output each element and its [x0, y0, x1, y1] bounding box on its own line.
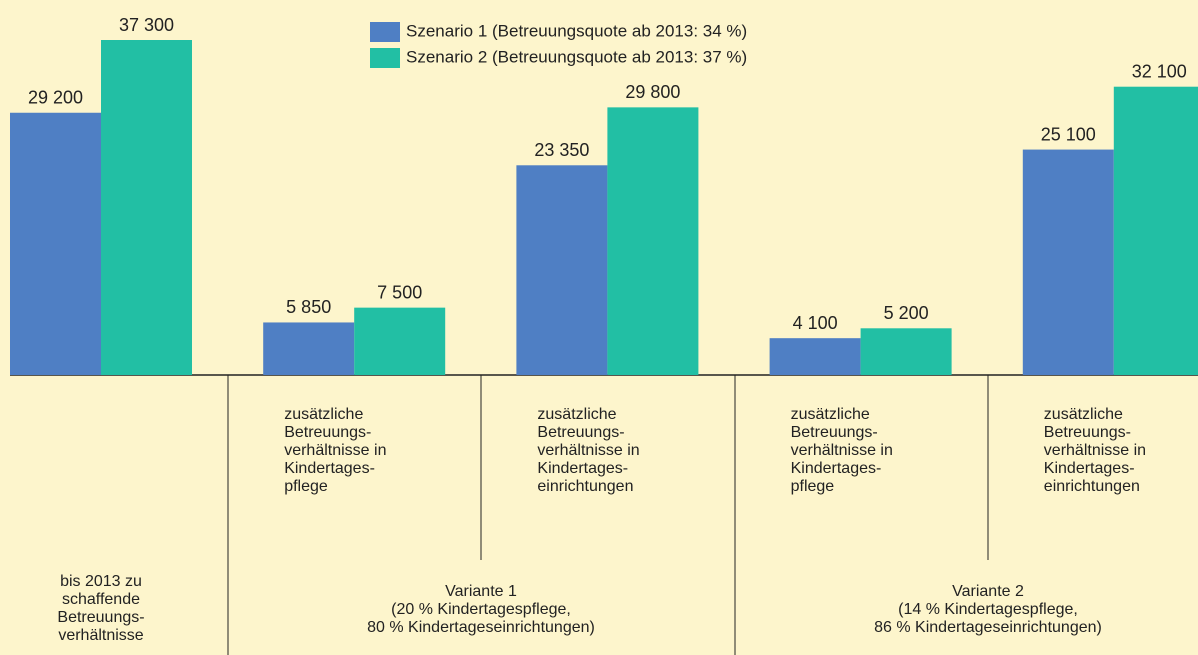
category-label: zusätzliche	[537, 406, 616, 423]
bar	[1022, 149, 1114, 375]
value-label: 5 200	[884, 303, 929, 323]
bar	[10, 112, 101, 375]
category-label: pflege	[284, 478, 328, 495]
group-label: Variante 2	[952, 583, 1024, 600]
category-label: verhältnisse in	[537, 442, 639, 459]
bar	[354, 307, 446, 375]
category-label: Betreuungs-	[537, 424, 624, 441]
category-label: Betreuungs-	[1044, 424, 1131, 441]
category-label: pflege	[791, 478, 835, 495]
group-label: 86 % Kindertageseinrichtungen)	[874, 619, 1102, 636]
value-label: 29 800	[625, 82, 680, 102]
bar	[860, 328, 952, 375]
value-label: 29 200	[28, 87, 83, 107]
category-label: verhältnisse in	[791, 442, 893, 459]
group-label: Variante 1	[445, 583, 517, 600]
category-label: verhältnisse	[58, 627, 143, 644]
category-label: Kindertages-	[284, 460, 375, 477]
category-label: Betreuungs-	[284, 424, 371, 441]
bar	[1113, 86, 1198, 375]
value-label: 32 100	[1132, 61, 1187, 81]
bar	[101, 40, 192, 375]
category-label: Kindertages-	[791, 460, 882, 477]
group-label: (14 % Kindertagespflege,	[898, 601, 1078, 618]
category-label: zusätzliche	[1044, 406, 1123, 423]
category-label: Betreuungs-	[57, 609, 144, 626]
value-label: 25 100	[1041, 124, 1096, 144]
group-label: (20 % Kindertagespflege,	[391, 601, 571, 618]
category-label: Kindertages-	[537, 460, 628, 477]
category-label: einrichtungen	[1044, 478, 1140, 495]
legend-label: Szenario 1 (Betreuungsquote ab 2013: 34 …	[406, 21, 747, 40]
category-label: Betreuungs-	[791, 424, 878, 441]
category-label: bis 2013 zu	[60, 573, 142, 590]
category-label: einrichtungen	[537, 478, 633, 495]
legend-swatch	[370, 22, 400, 42]
category-label: Kindertages-	[1044, 460, 1135, 477]
group-label: 80 % Kindertageseinrichtungen)	[367, 619, 595, 636]
bar	[769, 338, 861, 375]
category-label: verhältnisse in	[284, 442, 386, 459]
legend-swatch	[370, 48, 400, 68]
value-label: 5 850	[286, 297, 331, 317]
value-label: 4 100	[793, 313, 838, 333]
category-label: verhältnisse in	[1044, 442, 1146, 459]
category-label: zusätzliche	[791, 406, 870, 423]
value-label: 23 350	[534, 140, 589, 160]
category-label: zusätzliche	[284, 406, 363, 423]
legend-label: Szenario 2 (Betreuungsquote ab 2013: 37 …	[406, 47, 747, 66]
category-label: schaffende	[62, 591, 140, 608]
value-label: 37 300	[119, 15, 174, 35]
bar	[516, 165, 608, 375]
bar	[607, 107, 699, 375]
value-label: 7 500	[377, 282, 422, 302]
bar	[263, 322, 355, 375]
